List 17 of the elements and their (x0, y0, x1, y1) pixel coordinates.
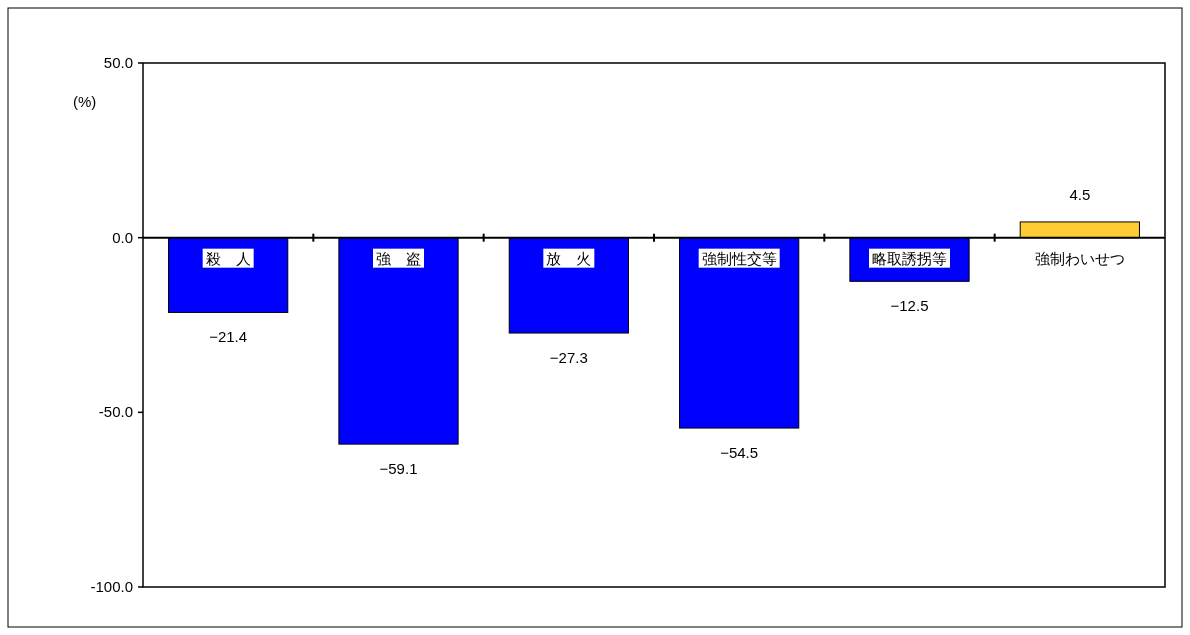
x-tick-label: 強 盗 (376, 249, 421, 267)
data-label: −21.4 (209, 328, 248, 346)
y-tick-label: 0.0 (112, 228, 133, 246)
x-tick-label: 強制わいせつ (1034, 249, 1125, 267)
x-tick-label: 放 火 (546, 249, 592, 267)
x-tick-label: 略取誘拐等 (872, 249, 947, 267)
y-tick-label: -100.0 (90, 578, 133, 595)
data-label: −54.5 (720, 444, 759, 462)
data-label: −12.5 (890, 297, 929, 315)
y-axis-title: (%) (73, 93, 97, 110)
y-tick-label: 50.0 (103, 54, 133, 71)
data-label: −59.1 (379, 460, 418, 478)
y-tick-label: -50.0 (98, 403, 133, 421)
data-label: 4.5 (1069, 185, 1091, 203)
x-tick-label: 強制性交等 (701, 249, 777, 267)
x-tick-label: 殺 人 (205, 249, 251, 267)
data-label: −27.3 (549, 349, 588, 367)
